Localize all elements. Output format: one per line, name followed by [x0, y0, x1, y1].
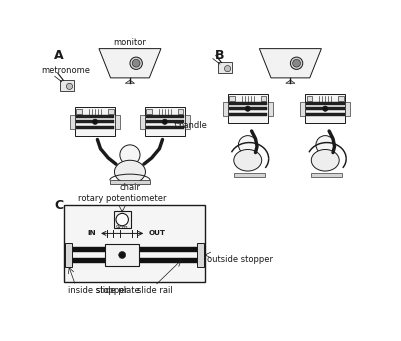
Bar — [178, 109, 183, 114]
Circle shape — [316, 136, 334, 154]
Text: OUT: OUT — [148, 231, 166, 236]
Bar — [146, 109, 152, 114]
Bar — [228, 94, 268, 123]
Circle shape — [130, 57, 142, 70]
Circle shape — [92, 119, 98, 124]
Bar — [345, 102, 350, 116]
Bar — [115, 115, 120, 129]
Bar — [218, 62, 232, 73]
Circle shape — [322, 106, 328, 112]
Bar — [140, 115, 145, 129]
Bar — [261, 95, 266, 101]
Bar — [305, 94, 345, 123]
Bar — [306, 113, 344, 116]
Bar — [76, 125, 114, 129]
Polygon shape — [99, 49, 161, 78]
Bar — [306, 102, 344, 105]
Circle shape — [162, 119, 168, 124]
Text: A: A — [54, 49, 64, 62]
Bar — [311, 173, 342, 177]
Circle shape — [239, 136, 257, 154]
Circle shape — [119, 252, 126, 258]
Bar — [105, 244, 139, 266]
Text: monitor: monitor — [113, 38, 146, 47]
Bar — [229, 102, 267, 105]
Text: metronome: metronome — [41, 66, 90, 75]
Bar — [234, 173, 265, 177]
Bar — [223, 102, 228, 116]
Text: slide plate: slide plate — [97, 286, 140, 295]
Bar — [108, 109, 113, 114]
Bar — [268, 102, 273, 116]
Text: rotary potentiometer: rotary potentiometer — [78, 194, 166, 203]
Text: inside stopper: inside stopper — [68, 286, 128, 295]
Bar — [70, 115, 75, 129]
Bar — [60, 80, 74, 91]
Bar — [306, 107, 344, 110]
Bar — [64, 205, 205, 282]
Circle shape — [293, 59, 300, 67]
Ellipse shape — [234, 149, 262, 171]
Circle shape — [120, 145, 140, 165]
Bar — [66, 258, 204, 263]
Circle shape — [116, 213, 128, 226]
Bar — [77, 109, 82, 114]
Ellipse shape — [114, 160, 146, 183]
Text: outside stopper: outside stopper — [207, 255, 273, 264]
Bar — [76, 115, 114, 118]
Bar — [146, 125, 184, 129]
Bar — [76, 120, 114, 123]
Bar — [110, 180, 150, 184]
Bar — [197, 243, 205, 267]
Text: C: C — [54, 199, 63, 212]
Circle shape — [67, 83, 73, 89]
Bar — [229, 107, 267, 110]
Bar — [307, 95, 312, 101]
Bar — [146, 120, 184, 123]
Text: 9cm: 9cm — [116, 225, 129, 229]
Text: handle: handle — [178, 121, 207, 130]
Text: B: B — [215, 49, 225, 62]
Polygon shape — [259, 49, 321, 78]
Text: IN: IN — [87, 231, 96, 236]
Polygon shape — [125, 80, 135, 83]
Bar — [113, 211, 131, 228]
Ellipse shape — [311, 149, 339, 171]
Bar — [229, 95, 235, 101]
Bar — [338, 95, 344, 101]
Circle shape — [290, 57, 303, 70]
Text: slide rail: slide rail — [137, 286, 172, 295]
Bar — [66, 247, 204, 252]
Polygon shape — [286, 80, 295, 83]
Bar — [146, 115, 184, 118]
Circle shape — [245, 106, 251, 112]
Bar — [145, 107, 185, 136]
Text: chair: chair — [119, 183, 140, 192]
Circle shape — [132, 59, 140, 67]
Bar — [229, 113, 267, 116]
Bar — [75, 107, 115, 136]
Bar — [65, 243, 72, 267]
Bar — [300, 102, 305, 116]
Circle shape — [225, 65, 231, 72]
Bar — [185, 115, 190, 129]
